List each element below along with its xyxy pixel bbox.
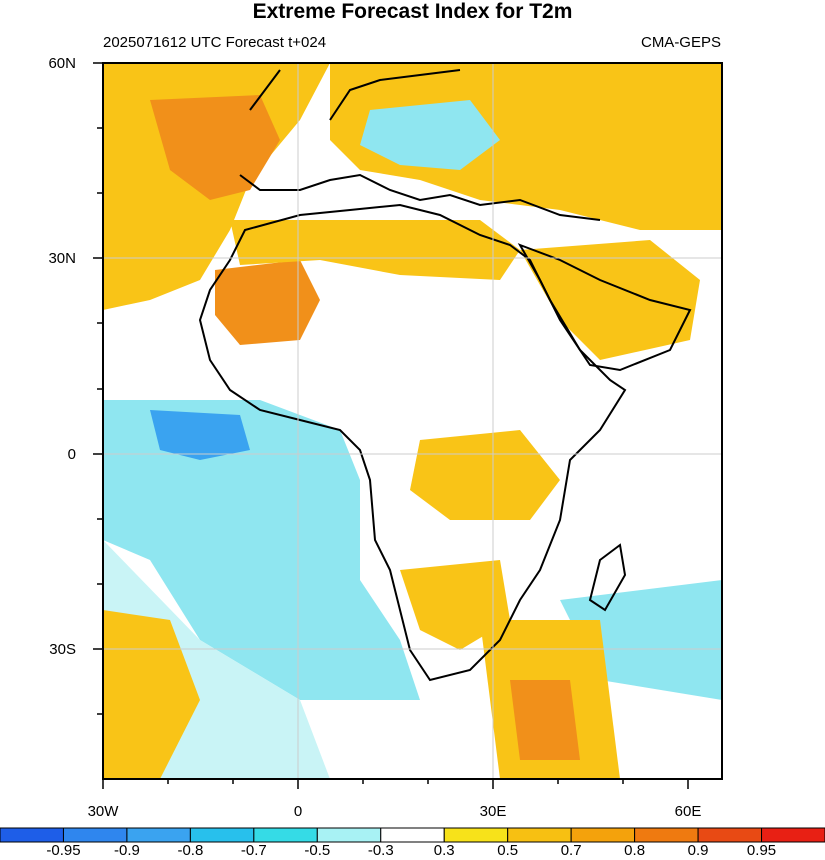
y-tick-label-60n: 60N	[48, 55, 76, 72]
chart-title: Extreme Forecast Index for T2m	[252, 0, 573, 23]
warm-region-arabia	[520, 240, 700, 360]
y-tick-label-0: 0	[67, 446, 76, 463]
coastlines	[198, 69, 692, 682]
hot-region-iberia	[150, 95, 280, 200]
colorbar-swatch	[507, 827, 572, 843]
hot-region-indian-ocean	[510, 680, 580, 760]
colorbar-swatch	[443, 827, 509, 843]
x-tick-label-30e: 30E	[479, 803, 507, 820]
europe-coastline	[239, 69, 601, 221]
colorbar-label: 0.5	[497, 842, 519, 859]
colorbar-swatch	[380, 827, 445, 843]
warm-region-central-africa	[410, 430, 560, 520]
x-tick-label-0: 0	[293, 803, 303, 820]
colorbar-swatch	[761, 827, 825, 843]
colorbar-label: 0.3	[433, 842, 455, 859]
cold-region-equatorial-atlantic	[103, 400, 420, 700]
x-tick-marks	[102, 779, 689, 789]
warm-region-north-africa	[230, 220, 520, 280]
colorbar-label: -0.3	[367, 842, 394, 859]
colorbar-swatch	[316, 827, 382, 843]
madagascar-coastline	[588, 543, 627, 612]
x-tick-label-30w: 30W	[87, 803, 119, 820]
colorbar-swatch	[189, 827, 255, 843]
deep-cold-region-gulf-of-guinea	[150, 410, 250, 460]
y-tick-label-30n: 30N	[48, 250, 76, 267]
colorbar-label: -0.95	[46, 842, 81, 859]
colorbar-swatch	[0, 827, 64, 843]
y-tick-label-30s: 30S	[49, 641, 76, 658]
graticule	[103, 63, 722, 779]
model-name: CMA-GEPS	[640, 34, 721, 51]
colorbar-label: 0.7	[560, 842, 582, 859]
colorbar-swatch	[697, 827, 763, 843]
colorbar-swatch	[253, 827, 318, 843]
forecast-timestamp: 2025071612 UTC Forecast t+024	[103, 34, 327, 51]
colorbar-swatch	[62, 827, 128, 843]
field-layer	[103, 63, 722, 779]
colorbar-label: 0.9	[687, 842, 709, 859]
colorbar-swatch	[570, 827, 636, 843]
colorbar-swatch	[634, 827, 699, 843]
warm-region-south-atlantic	[103, 610, 200, 779]
y-tick-marks	[93, 62, 103, 715]
colorbar-label: 0.95	[746, 842, 777, 859]
map-frame	[102, 62, 723, 780]
hot-region-western-sahara	[215, 260, 320, 345]
colorbar-label: 0.8	[624, 842, 646, 859]
colorbar-label: -0.8	[177, 842, 204, 859]
colorbar-label: -0.5	[304, 842, 331, 859]
colorbar-label: -0.7	[240, 842, 267, 859]
x-tick-label-60e: 60E	[674, 803, 702, 820]
africa-coastline	[198, 203, 627, 682]
arabia-coastline	[517, 243, 692, 372]
colorbar-label: -0.9	[113, 842, 140, 859]
colorbar-swatch	[126, 827, 191, 843]
colorbar	[0, 827, 825, 843]
cold-region-central-europe	[360, 100, 500, 170]
